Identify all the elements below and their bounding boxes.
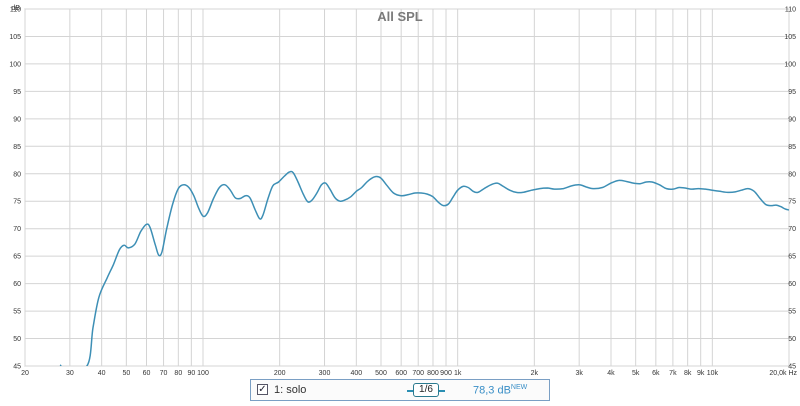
cursor-value: 78,3 dBNEW [473,384,527,397]
x-tick-label: 3k [575,370,583,377]
x-tick-label: 80 [174,370,182,377]
y-tick-label-right: 50 [788,336,796,343]
y-tick-label: 105 [9,34,21,41]
x-tick-label: 800 [427,370,439,377]
y-tick-label: 65 [13,254,21,261]
series-name[interactable]: 1: solo [274,384,307,396]
x-tick-label: 500 [375,370,387,377]
y-tick-label-right: 110 [785,7,796,14]
y-tick-label-right: 90 [788,116,796,123]
y-tick-label: 70 [13,226,21,233]
x-tick-label: 100 [197,370,209,377]
x-tick-label: 9k [697,370,705,377]
x-tick-label: 50 [122,370,130,377]
series-checkbox[interactable]: ✓ [257,384,268,395]
x-tick-label: 7k [669,370,677,377]
series-line [59,170,789,366]
y-tick-label: 90 [13,116,21,123]
chart-title: All SPL [377,9,423,24]
smoothing-button[interactable]: 1/6 [413,383,439,397]
new-badge: NEW [510,384,528,391]
x-tick-label: 5k [632,370,640,377]
cursor-value-text: 78,3 dB [473,384,511,397]
y-tick-label: 55 [13,309,21,316]
x-tick-label: 6k [652,370,660,377]
grid [24,8,790,367]
x-tick-label: 700 [412,370,424,377]
x-tick-label: 70 [160,370,168,377]
x-tick-label: 90 [187,370,195,377]
y-tick-label: 75 [13,199,21,206]
series-layer [59,170,789,366]
x-axis-ticks: 20 30 40 50 60 70 80 90 100 200 300 400 500 600 700 800… [21,370,797,377]
x-tick-label: 8k [684,370,692,377]
y-tick-label-right: 85 [788,144,796,151]
x-tick-label: 1k [454,370,462,377]
y-tick-label-right: 65 [788,254,796,261]
x-tick-label: 10k [707,370,719,377]
x-tick-label: 30 [66,370,74,377]
x-tick-label: 600 [395,370,407,377]
y-axis-ticks: 45 45 50 50 55 55 60 60 65 65 70 70 75 75 80 80 85 85 90 90… [9,7,796,371]
y-tick-label-right: 100 [784,61,796,68]
y-tick-label: 45 [13,364,21,371]
y-tick-label-right: 105 [784,34,796,41]
x-tick-label: 4k [607,370,615,377]
y-tick-label-right: 55 [788,309,796,316]
x-tick-label: 300 [319,370,331,377]
x-tick-label: 20,0k Hz [769,370,797,377]
spl-chart: 45 45 50 50 55 55 60 60 65 65 70 70 75 75 80 80 85 85 90 90… [9,5,797,377]
y-tick-label: 95 [13,89,21,96]
y-tick-label-right: 45 [788,364,796,371]
y-tick-label: 100 [9,61,21,68]
y-tick-label: 80 [13,171,21,178]
x-tick-label: 200 [274,370,286,377]
x-tick-label: 20 [21,370,29,377]
x-tick-label: 60 [143,370,151,377]
x-tick-label: 400 [350,370,362,377]
y-tick-label-right: 95 [788,89,796,96]
y-tick-label: 60 [13,281,21,288]
y-tick-label: 50 [13,336,21,343]
y-tick-label-right: 75 [788,199,796,206]
y-tick-label-right: 60 [788,281,796,288]
y-axis-unit: dB [11,5,20,12]
smoothing-line-left [407,390,413,392]
plot-frame [24,8,790,367]
x-tick-label: 2k [531,370,539,377]
smoothing-line-right [439,390,445,392]
x-tick-label: 40 [98,370,106,377]
x-tick-label: 900 [440,370,452,377]
y-tick-label: 110 [10,7,21,14]
y-tick-label: 85 [13,144,21,151]
y-tick-label-right: 80 [788,171,796,178]
legend-bar: ✓ 1: solo 1/6 78,3 dBNEW [250,379,550,401]
y-tick-label-right: 70 [788,226,796,233]
